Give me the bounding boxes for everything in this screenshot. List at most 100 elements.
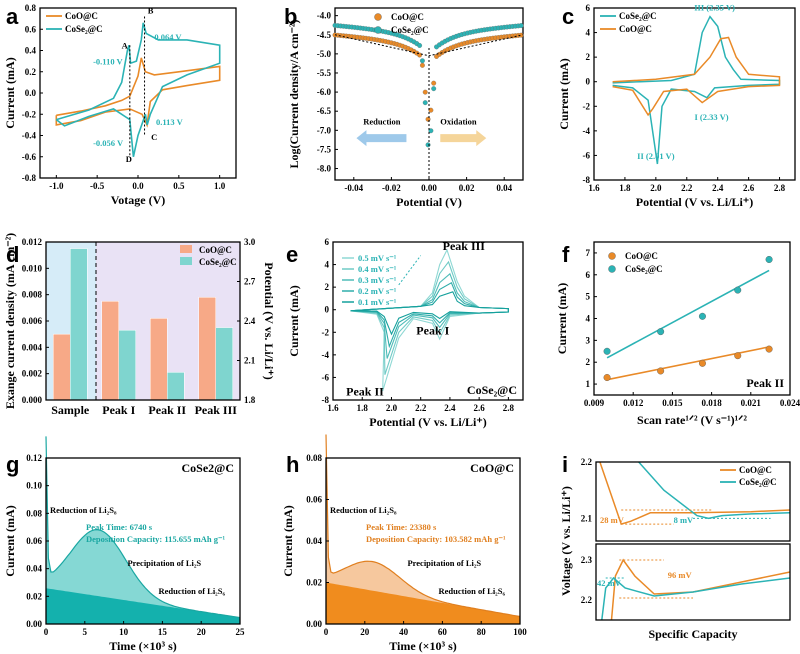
y-tick-label: 6 (325, 237, 330, 247)
annotation: 0.064 V (154, 32, 182, 42)
y-tick-label: -4.0 (317, 11, 332, 21)
y-tick-label: -0.6 (22, 152, 37, 162)
annotation: D (126, 154, 132, 164)
legend-label: CoSe₂@C (391, 25, 429, 35)
y-axis-label: Log(Current density/A cm⁻²) (287, 19, 301, 168)
panel-label-d: d (6, 242, 19, 267)
reduction-arrow (356, 130, 407, 147)
annotation: Oxidation (440, 117, 477, 127)
data-point (417, 43, 423, 48)
data-point (734, 352, 742, 360)
legend: CoSe₂@C CoO@C (600, 11, 657, 34)
legend-label: CoO@C (391, 12, 424, 22)
panel-label-b: b (284, 4, 297, 29)
panel-c: 1.6 1.8 2.0 2.2 2.4 2.6 2.8 6 4 2 0 -2 -4 -6 -8 III (2.… (557, 2, 796, 209)
y-tick-label: 7 (586, 248, 591, 258)
legend-label: CoO@C (619, 24, 652, 34)
x-tick-label: Peak III (195, 403, 238, 417)
data-point (419, 62, 425, 68)
legend-label: CoO@C (739, 465, 772, 475)
x-axis-label: Potential (V vs. Li/Li⁺) (636, 195, 753, 209)
x-tick-label: 0.0 (132, 181, 144, 191)
bar (70, 248, 88, 401)
y-axis-label: Current (mA) (287, 285, 301, 356)
x-tick-label: 0.00 (421, 183, 437, 193)
y-tick-label: 2.7 (244, 277, 256, 287)
annotation: Reduction of Li₂S₆ (439, 586, 506, 596)
y-axis-label: Current (mA) (555, 283, 569, 354)
x-tick-label: 2.6 (474, 403, 486, 413)
data-point (431, 86, 437, 92)
y-tick-label: 1.8 (244, 395, 256, 405)
y-axis-label: Current (mA) (281, 505, 295, 576)
legend: CoO@C CoSe₂@C (608, 251, 663, 274)
annotation: C (151, 132, 157, 142)
x-tick-label: 15 (158, 627, 168, 637)
annotation: Deposition Capacity: 103.582 mAh g⁻¹ (366, 534, 506, 544)
plot-frame (595, 543, 791, 621)
series-line-CoO@C (55, 57, 221, 128)
x-axis-label: Specific Capacity (649, 627, 738, 641)
series-line-CoSe2@C (55, 22, 221, 157)
data-point (431, 80, 437, 86)
x-tick-label: 2.2 (681, 183, 693, 193)
annotation: 42 mV (597, 578, 622, 588)
x-tick-label: 2.0 (650, 183, 662, 193)
reduction-area (46, 588, 240, 624)
y-tick-label: 4 (325, 260, 330, 270)
y-tick-label: -4 (583, 126, 591, 136)
panel-a: -1.0 -0.5 0.0 0.5 1.0 0.8 0.6 0.4 0.2 0.0 -0.2 -0.4… (3, 3, 237, 207)
legend-swatch (608, 265, 616, 273)
data-point (657, 367, 665, 375)
x-axis-label: Votage (V) (111, 193, 166, 207)
legend: CoO@C CoSe₂@C (374, 12, 429, 35)
legend-label: CoSe₂@C (199, 257, 237, 267)
y-tick-label: -5.5 (317, 68, 332, 78)
sample-label: CoSe2@C (182, 461, 235, 475)
annotation: II (2.01 V) (637, 151, 675, 161)
annotation: Precipitation of Li₂S (407, 558, 481, 568)
legend-label: 0.3 mV s⁻¹ (358, 275, 397, 285)
y-tick-label: 0 (325, 305, 330, 315)
y-tick-label: 0.04 (26, 564, 42, 574)
bar (215, 327, 233, 401)
legend: CoO@C CoSe₂@C (720, 465, 777, 487)
x-tick-label: 25 (236, 627, 246, 637)
x-tick-label: 1.6 (327, 403, 339, 413)
y-tick-label: -7.0 (317, 125, 332, 135)
annotation: Reduction of Li₂S₈ (330, 505, 397, 515)
y-tick-label: 0.8 (25, 3, 37, 13)
panel-label-e: e (286, 242, 298, 267)
y-tick-label: 6 (586, 270, 591, 280)
y-tick-label: 2.1 (244, 356, 256, 366)
y-tick-label: 6 (586, 3, 591, 13)
series-line-CoO@C (610, 558, 791, 621)
x-axis-label: Scan rate¹ᐟ² (V s⁻¹)¹ᐟ² (637, 413, 747, 427)
data-point (734, 286, 742, 294)
current-curve (325, 434, 521, 618)
legend-swatch (374, 13, 382, 21)
y-tick-label: 3 (586, 335, 591, 345)
x-tick-label: 2.2 (415, 403, 427, 413)
x-tick-label: 2.8 (774, 183, 786, 193)
y-tick-label: -2 (583, 101, 591, 111)
y-tick-label: -6 (583, 150, 591, 160)
trend-arrow (398, 255, 422, 286)
data-point (425, 116, 431, 122)
plot-frame (593, 7, 796, 181)
annotation: Peak II (746, 376, 784, 390)
precipitation-area (46, 436, 240, 624)
x-tick-label: -0.04 (344, 183, 363, 193)
x-axis-label: Potential (V vs. Li/Li⁺) (369, 415, 486, 429)
legend-label: CoSe₂@C (65, 24, 103, 34)
x-tick-label: 80 (477, 627, 487, 637)
y-tick-label: -2 (322, 327, 330, 337)
annotation: Reduction of Li₂S₈ (50, 505, 117, 515)
x-tick-label: 0.018 (701, 398, 722, 408)
annotation: Precipitation of Li₂S (127, 558, 201, 568)
legend-label: 0.2 mV s⁻¹ (358, 286, 397, 296)
sample-label: CoO@C (470, 461, 514, 475)
y-tick-label: 1 (586, 379, 591, 389)
series-line-CoSe2@C (612, 15, 781, 165)
annotation: A (122, 40, 129, 50)
